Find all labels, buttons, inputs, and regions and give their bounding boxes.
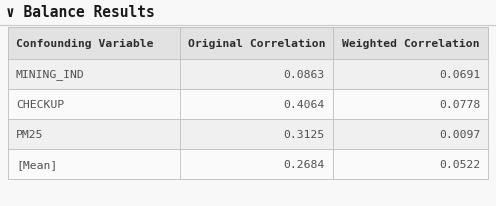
Bar	[8, 28, 488, 60]
Text: Confounding Variable: Confounding Variable	[16, 39, 153, 49]
Bar	[333, 149, 488, 179]
Bar	[180, 90, 333, 119]
Text: 0.0863: 0.0863	[284, 70, 325, 80]
Text: CHECKUP: CHECKUP	[16, 99, 64, 109]
Bar	[8, 119, 488, 149]
Text: 0.3125: 0.3125	[284, 129, 325, 139]
Bar	[180, 60, 333, 90]
Bar	[333, 90, 488, 119]
Text: 0.0097: 0.0097	[439, 129, 480, 139]
Bar	[8, 119, 180, 149]
Text: PM25: PM25	[16, 129, 44, 139]
Bar	[8, 28, 180, 60]
Text: 0.4064: 0.4064	[284, 99, 325, 109]
Bar	[333, 28, 488, 60]
Bar	[8, 149, 180, 179]
Bar	[333, 119, 488, 149]
Bar	[180, 119, 333, 149]
Bar	[8, 90, 488, 119]
Text: 0.2684: 0.2684	[284, 159, 325, 169]
Text: [Mean]: [Mean]	[16, 159, 57, 169]
Bar	[180, 28, 333, 60]
Text: Original Correlation: Original Correlation	[187, 39, 325, 49]
Text: 0.0522: 0.0522	[439, 159, 480, 169]
Bar	[8, 90, 180, 119]
Bar	[333, 60, 488, 90]
Bar	[8, 60, 180, 90]
Text: MINING_IND: MINING_IND	[16, 69, 85, 80]
Text: 0.0691: 0.0691	[439, 70, 480, 80]
Text: ∨ Balance Results: ∨ Balance Results	[6, 5, 155, 19]
Bar	[0, 0, 496, 26]
Text: 0.0778: 0.0778	[439, 99, 480, 109]
Bar	[8, 60, 488, 90]
Bar	[180, 149, 333, 179]
Bar	[8, 149, 488, 179]
Text: Weighted Correlation: Weighted Correlation	[343, 39, 480, 49]
